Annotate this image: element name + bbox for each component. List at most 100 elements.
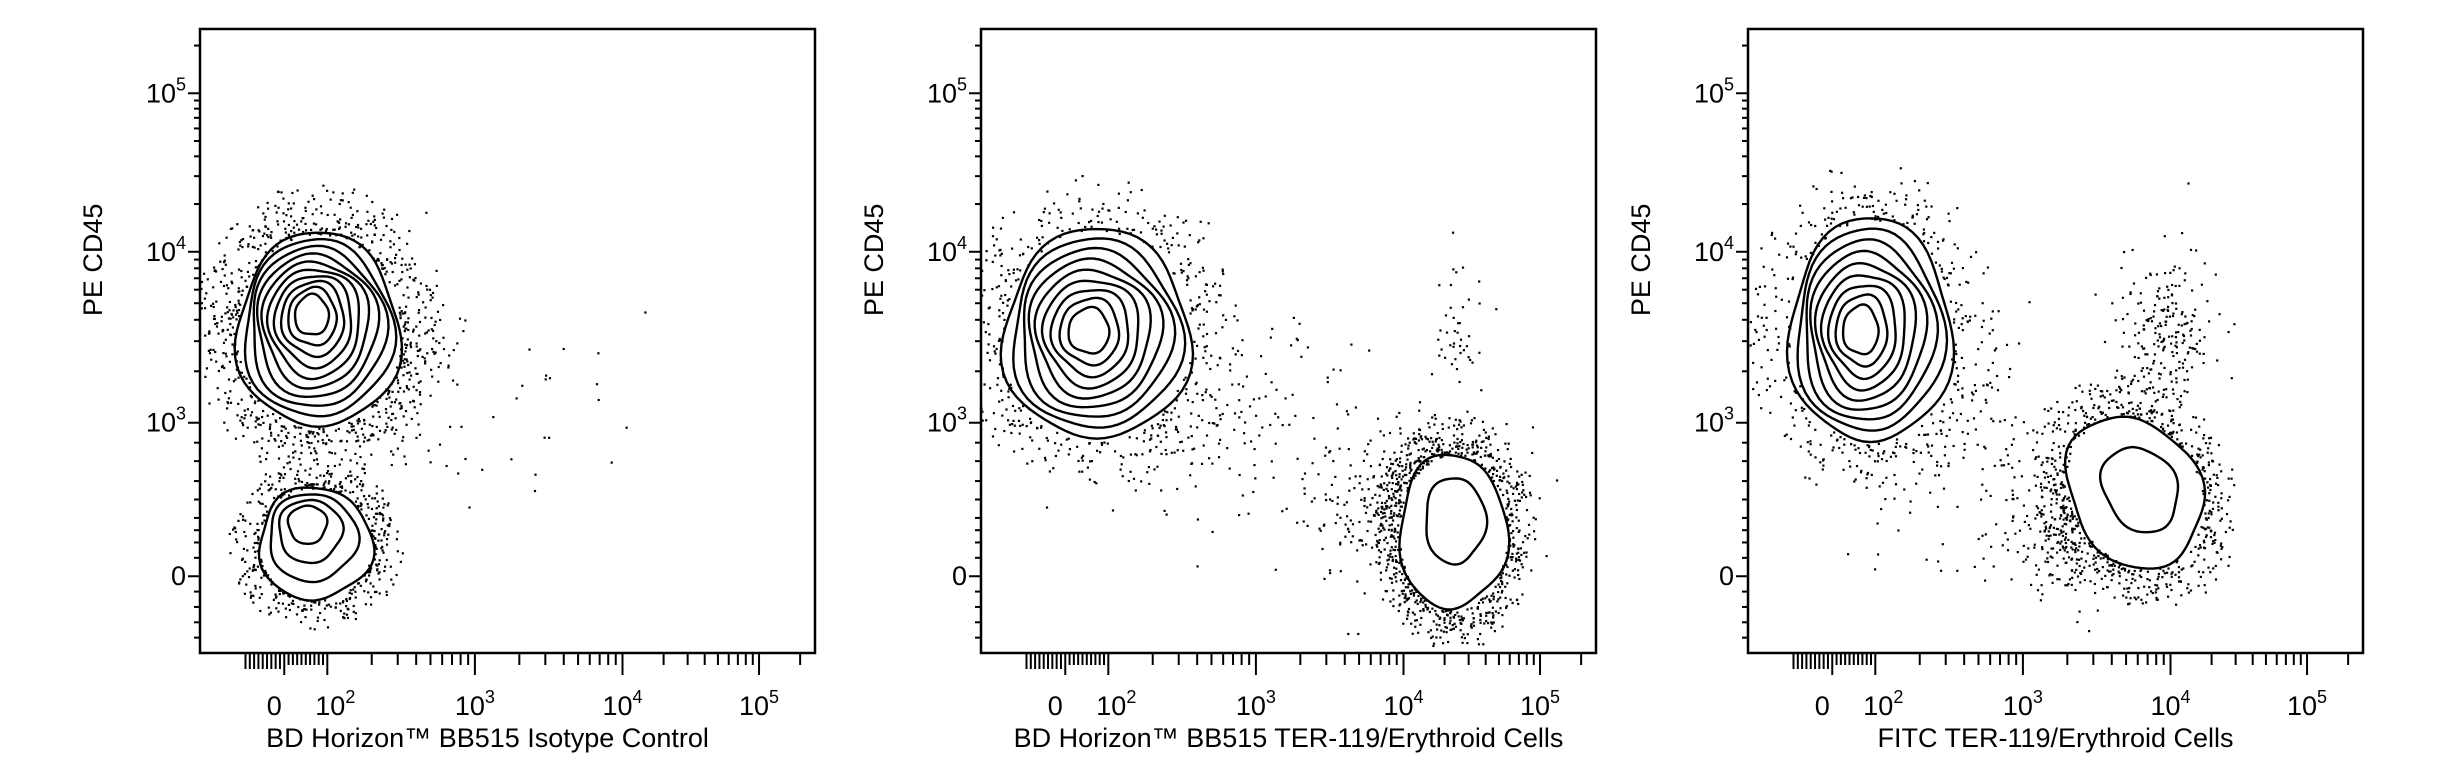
event-dot — [238, 581, 241, 584]
x-tick-label-base: 10 — [1096, 691, 1126, 721]
event-dot — [2083, 579, 2086, 582]
event-dot — [1915, 213, 1918, 216]
event-dot — [1166, 242, 1169, 245]
event-dot — [2000, 464, 2003, 467]
event-dot — [2215, 474, 2218, 477]
event-dot — [2203, 541, 2206, 544]
event-dot — [2158, 333, 2161, 336]
event-dot — [406, 360, 409, 363]
event-dot — [408, 263, 411, 266]
event-dot — [1097, 210, 1101, 213]
event-dot — [366, 234, 369, 237]
event-dot — [1244, 421, 1247, 424]
event-dot — [223, 274, 226, 277]
event-dot — [223, 254, 226, 257]
event-dot — [2091, 540, 2094, 543]
event-dot — [1395, 477, 1399, 481]
event-dot — [2194, 416, 2198, 419]
event-dot — [1397, 483, 1400, 486]
event-dot — [1933, 231, 1936, 234]
event-dot — [2103, 340, 2107, 344]
event-dot — [213, 266, 216, 269]
event-dot — [1042, 211, 1045, 214]
event-dot — [2168, 315, 2171, 318]
event-dot — [1937, 560, 1940, 563]
event-dot — [510, 458, 513, 461]
event-dot — [215, 300, 218, 303]
event-dot — [254, 531, 257, 534]
event-dot — [2070, 540, 2073, 543]
event-dot — [1210, 395, 1213, 398]
event-dot — [344, 222, 348, 225]
event-dot — [324, 480, 327, 483]
event-dot — [385, 224, 388, 228]
event-dot — [2209, 478, 2212, 481]
event-dot — [1404, 577, 1407, 580]
event-dot — [1807, 424, 1810, 427]
event-dot — [2012, 515, 2015, 518]
event-dot — [356, 497, 359, 500]
event-dot — [1993, 464, 1996, 467]
event-dot — [1517, 530, 1520, 533]
event-dot — [1522, 489, 1525, 492]
event-dot — [2059, 469, 2062, 472]
event-dot — [1005, 408, 1008, 411]
event-dot — [2036, 513, 2039, 516]
event-dot — [1415, 590, 1418, 593]
event-dot — [1195, 305, 1198, 308]
event-dot — [1088, 442, 1091, 445]
event-dot — [2058, 493, 2061, 496]
event-dot — [254, 260, 258, 263]
event-dot — [1476, 638, 1479, 641]
event-dot — [1460, 636, 1463, 639]
event-dot — [2084, 560, 2088, 563]
event-dot — [282, 425, 285, 428]
event-dot — [1492, 473, 1495, 476]
event-dot — [969, 385, 971, 387]
event-dot — [2153, 391, 2156, 394]
event-dot — [1955, 310, 1958, 313]
event-dot — [548, 436, 551, 439]
event-dot — [1176, 389, 1179, 393]
event-dot — [1350, 541, 1353, 544]
event-dot — [1961, 317, 1964, 320]
event-dot — [1885, 476, 1888, 479]
event-dot — [1269, 423, 1272, 427]
event-dot — [1492, 479, 1495, 483]
event-dot — [1135, 437, 1138, 440]
event-dot — [1911, 214, 1914, 217]
event-dot — [1400, 489, 1403, 492]
event-dot — [370, 567, 373, 570]
event-dot — [1221, 326, 1224, 329]
event-dot — [1799, 204, 1802, 207]
event-dot — [411, 257, 414, 260]
event-dot — [2050, 547, 2053, 550]
x-axis-ticks — [1025, 653, 1583, 675]
x-tick-label-exponent: 5 — [2317, 687, 2327, 707]
event-dot — [2071, 548, 2074, 551]
event-dot — [1088, 478, 1091, 481]
x-tick-label-base: 0 — [267, 691, 282, 721]
event-dot — [2040, 482, 2043, 485]
event-dot — [1448, 444, 1451, 447]
event-dot — [2063, 549, 2066, 552]
event-dot — [1187, 436, 1190, 439]
event-dot — [2184, 272, 2187, 275]
event-dot — [263, 513, 266, 516]
event-dot — [2060, 481, 2063, 484]
event-dot — [1369, 563, 1372, 566]
event-dot — [2066, 465, 2069, 468]
event-dot — [2197, 447, 2200, 450]
event-dot — [1416, 602, 1419, 605]
event-dot — [238, 240, 241, 244]
event-dot — [298, 480, 301, 483]
event-dot — [1776, 348, 1779, 351]
event-dot — [2182, 334, 2186, 338]
event-dot — [272, 598, 275, 601]
event-dot — [2171, 302, 2174, 305]
event-dot — [1986, 384, 1989, 387]
event-dot — [391, 390, 394, 393]
event-dot — [1400, 444, 1403, 447]
event-dot — [2146, 353, 2149, 356]
event-dot — [2202, 361, 2205, 365]
